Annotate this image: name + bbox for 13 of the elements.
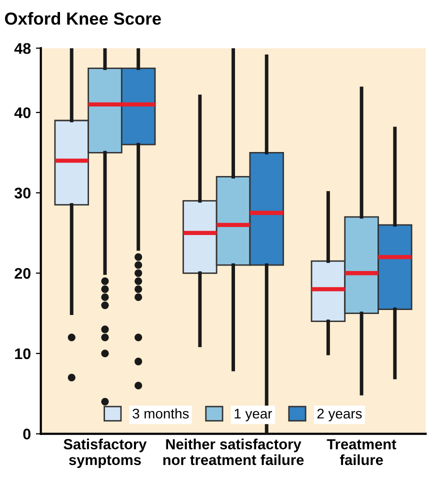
x-tick-label: Neither satisfactory nor treatment failure [163,438,304,466]
legend-label: 2 years [317,408,362,422]
y-tick-label: 48 [14,43,31,54]
y-tick-label: 40 [14,107,31,118]
y-tick-label: 30 [14,188,31,199]
legend-label: 1 year [234,408,272,422]
x-tick-label: Treatment failure [326,439,396,466]
legend-label: 3 months [132,408,189,419]
chart-title: Oxford Knee Score [5,12,161,25]
x-tick-label: Satisfactory symptoms [64,438,147,468]
y-tick-label: 20 [14,268,31,279]
y-tick-label: 0 [23,428,30,440]
y-tick-label: 10 [15,348,31,360]
